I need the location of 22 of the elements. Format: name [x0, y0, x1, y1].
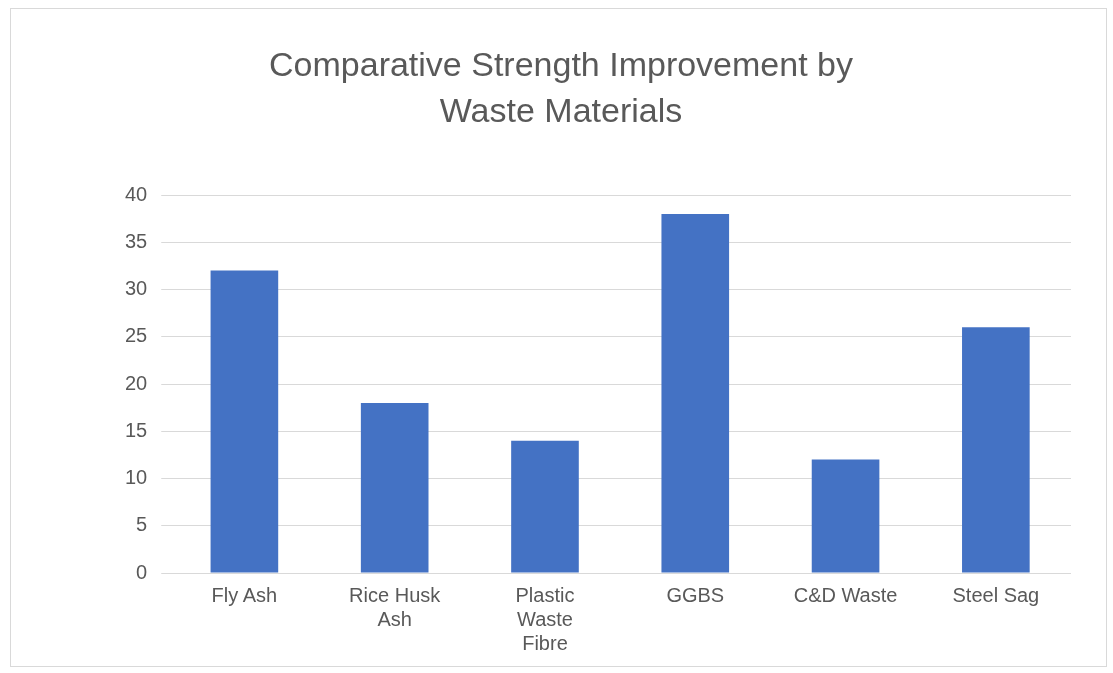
bar [962, 327, 1030, 573]
x-tick-label: GGBS [666, 583, 725, 606]
bar [661, 213, 730, 573]
y-tick-label: 0 [136, 560, 148, 583]
bar [811, 459, 880, 573]
x-tick-label: Fly Ash [211, 583, 278, 606]
bar [511, 440, 579, 573]
y-tick-label: 35 [125, 229, 148, 252]
y-tick-label: 40 [125, 182, 148, 205]
y-tick-label: 15 [125, 418, 148, 441]
chart-title: Comparative Strength Improvement by Waste Materials [268, 44, 854, 131]
y-tick-label: 30 [125, 277, 148, 300]
y-tick-label: 20 [125, 371, 148, 394]
y-tick-label: 25 [125, 324, 148, 347]
y-tick-label: 5 [136, 513, 148, 536]
bar [360, 402, 429, 573]
x-tick-label: Steel Sag [952, 583, 1040, 606]
x-tick-label: C&D Waste [793, 583, 898, 606]
x-tick-label: Rice Husk Ash [349, 583, 442, 630]
y-tick-label: 10 [125, 466, 148, 489]
x-tick-label: Plastic Waste Fibre [515, 583, 575, 654]
bar [210, 270, 279, 573]
